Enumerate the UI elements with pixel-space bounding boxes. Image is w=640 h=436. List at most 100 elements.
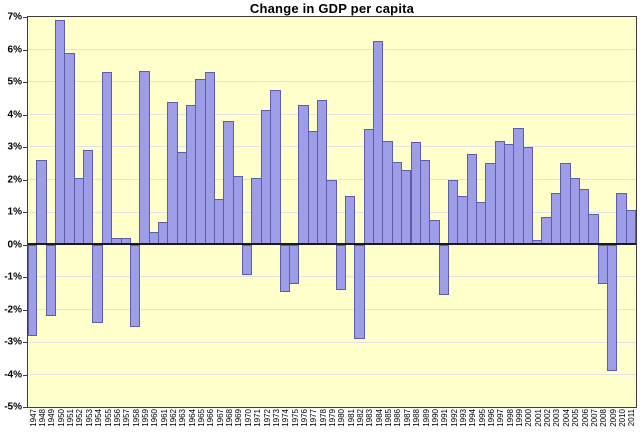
bar-1954 — [92, 244, 103, 323]
x-tick-label: 2008 — [599, 409, 609, 427]
x-tick-label: 1961 — [159, 409, 169, 427]
x-tick-label: 1985 — [384, 409, 394, 427]
zero-axis-line — [28, 243, 636, 246]
bar-2009 — [606, 244, 618, 372]
x-axis: 1947 1948 1949 1950 1951 1952 1953 1954 1955 1956… — [28, 409, 637, 436]
y-tick-label: -5% — [4, 401, 22, 413]
y-tick-label: -3% — [4, 336, 22, 348]
x-tick-label: 1982 — [356, 409, 366, 427]
x-tick-label: 1955 — [103, 409, 113, 427]
x-tick-label: 1972 — [262, 409, 272, 427]
x-tick-label: 1996 — [487, 409, 496, 427]
x-tick-label: 1964 — [187, 409, 197, 427]
bar-1948 — [36, 160, 47, 245]
y-tick-label: -2% — [4, 304, 22, 315]
bar-1970 — [242, 244, 253, 276]
bar-1953 — [83, 150, 94, 245]
x-tick-label: 1950 — [56, 409, 66, 427]
x-tick-label: 1963 — [178, 409, 188, 427]
bar-1979 — [326, 179, 337, 245]
x-tick-label: 1971 — [253, 409, 263, 427]
y-axis: 7% 6% 5% 4% 3% 2% 1% 0% -1% -2% -3% -4% -5% — [0, 12, 27, 413]
x-tick-label: 1958 — [131, 409, 141, 427]
x-tick-label: 1967 — [215, 409, 225, 427]
bar-2011 — [625, 210, 636, 245]
gridline — [28, 81, 636, 83]
x-tick-label: 1980 — [337, 409, 347, 427]
x-tick-label: 2010 — [617, 409, 627, 427]
bar-1959 — [139, 70, 150, 245]
y-tick — [23, 49, 27, 51]
x-tick-label: 2007 — [589, 409, 599, 427]
x-tick-label: 1952 — [75, 409, 85, 427]
x-tick-label: 1983 — [365, 409, 375, 427]
bar-2000 — [522, 146, 534, 245]
x-tick-label: 1973 — [271, 409, 281, 427]
x-tick-label: 1992 — [449, 409, 459, 427]
y-tick-label: 7% — [7, 11, 22, 23]
y-tick — [23, 244, 27, 246]
x-tick-label: 1957 — [122, 409, 132, 427]
x-tick-label: 1947 — [28, 409, 38, 427]
y-tick — [23, 82, 27, 83]
gridline — [28, 373, 636, 375]
x-tick-label: 1998 — [505, 409, 515, 427]
y-tick-label: 6% — [7, 44, 22, 55]
x-tick-label: 1949 — [47, 409, 57, 427]
x-tick-label: 1968 — [225, 409, 235, 427]
x-tick-label: 1991 — [440, 409, 450, 427]
y-tick-label: 2% — [7, 174, 22, 185]
x-tick-label: 1974 — [281, 409, 291, 427]
bar-1949 — [45, 244, 57, 316]
plot-area — [27, 16, 637, 408]
bar-2007 — [588, 213, 599, 245]
x-tick-label: 1954 — [94, 409, 104, 427]
gridline — [28, 48, 636, 50]
chart-title: Change in GDP per capita — [249, 1, 415, 16]
x-tick-label: 1981 — [346, 409, 356, 427]
y-tick-label: 0% — [7, 239, 22, 250]
x-tick-label: 1978 — [318, 409, 328, 427]
x-tick-label: 1960 — [150, 409, 160, 427]
y-tick-label: 1% — [7, 206, 22, 218]
x-tick-label: 1984 — [374, 409, 384, 427]
x-tick-label: 2009 — [608, 409, 618, 427]
gridline — [28, 276, 636, 278]
x-tick-label: 2003 — [552, 409, 562, 427]
x-tick-label: 1986 — [393, 409, 403, 427]
x-tick-label: 1987 — [402, 409, 412, 427]
y-tick — [23, 147, 27, 148]
y-tick — [23, 179, 27, 181]
gridline — [28, 114, 636, 115]
bar-1958 — [129, 244, 141, 328]
x-tick-label: 1951 — [66, 409, 76, 427]
y-tick — [23, 374, 27, 376]
gridline — [28, 146, 636, 148]
x-tick-label: 1977 — [309, 409, 319, 427]
y-tick — [23, 212, 27, 213]
bar-1990 — [429, 220, 440, 245]
bar-1980 — [335, 244, 347, 290]
x-tick-label: 2011 — [627, 409, 637, 427]
bar-1969 — [232, 176, 244, 245]
x-tick-label: 1975 — [290, 409, 300, 427]
y-tick — [23, 114, 27, 116]
x-tick-label: 2002 — [543, 409, 553, 427]
x-tick-label: 2004 — [561, 409, 571, 427]
bar-1991 — [438, 244, 449, 295]
x-tick-label: 1959 — [140, 409, 150, 427]
gridline — [28, 309, 636, 310]
x-tick-label: 1970 — [243, 409, 253, 427]
y-tick-label: -1% — [4, 271, 22, 283]
x-tick-label: 1979 — [328, 409, 337, 427]
x-tick-label: 1999 — [515, 409, 525, 427]
y-tick — [23, 407, 27, 408]
bar-1955 — [101, 72, 113, 245]
y-tick — [23, 342, 27, 343]
x-tick-label: 1956 — [112, 409, 122, 427]
bar-1981 — [345, 195, 356, 245]
y-tick-label: 3% — [7, 141, 22, 153]
x-tick-label: 1997 — [496, 409, 506, 427]
x-tick-label: 1953 — [84, 409, 94, 427]
y-tick-label: 5% — [7, 76, 22, 88]
